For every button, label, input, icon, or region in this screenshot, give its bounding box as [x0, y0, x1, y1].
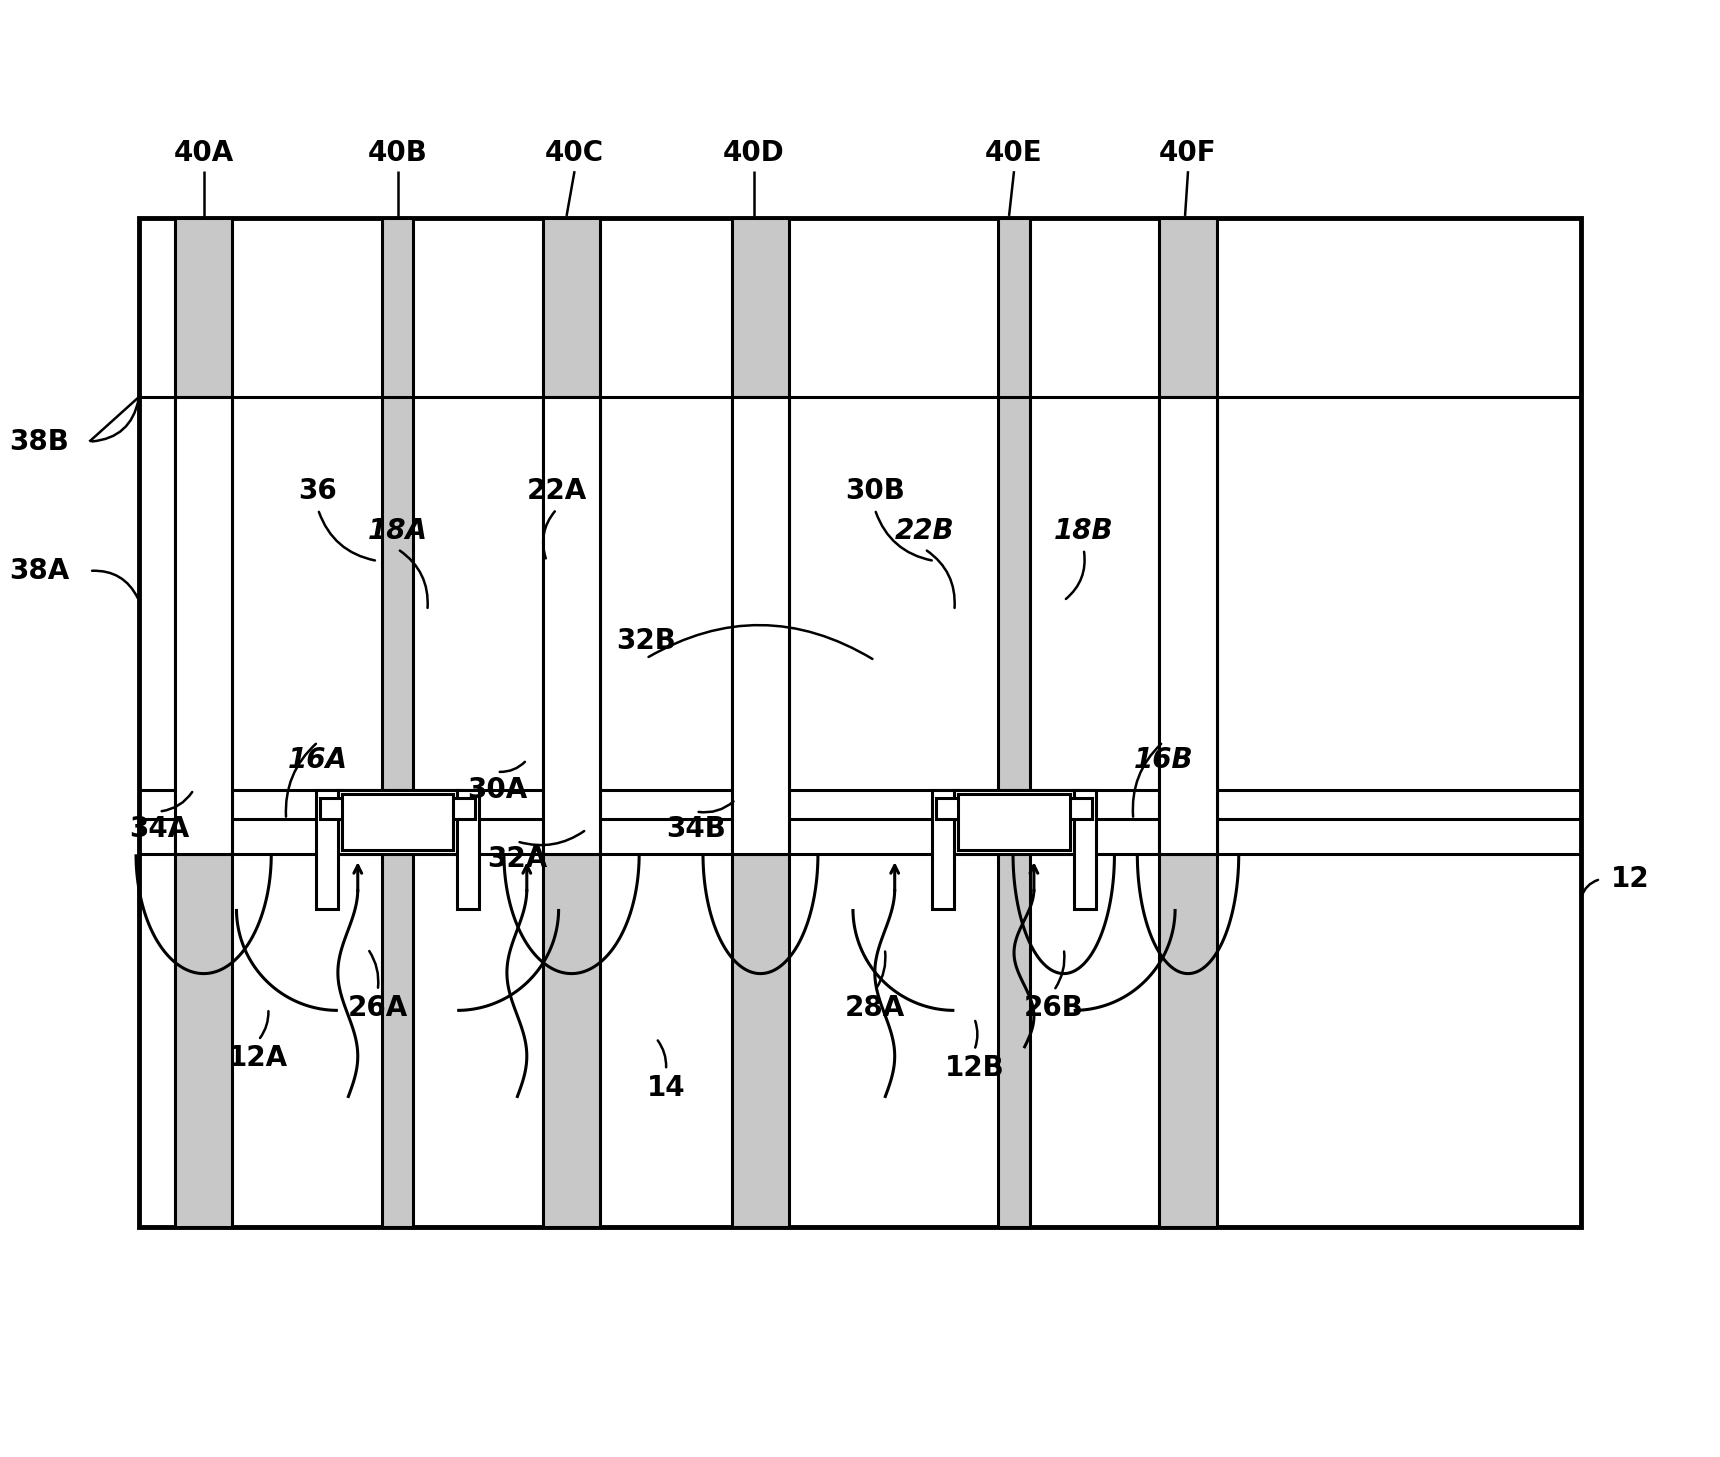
- Bar: [175, 219, 232, 1227]
- Bar: [936, 797, 1092, 819]
- Bar: [932, 790, 955, 909]
- Bar: [337, 790, 458, 854]
- Text: 16B: 16B: [1133, 746, 1194, 774]
- Text: 26A: 26A: [347, 995, 408, 1023]
- Text: 18B: 18B: [1054, 517, 1113, 545]
- Text: 34A: 34A: [129, 816, 189, 844]
- Bar: [139, 219, 1581, 1227]
- Bar: [1073, 790, 1096, 909]
- Text: 40E: 40E: [986, 140, 1042, 168]
- Bar: [1159, 396, 1216, 854]
- Text: 30B: 30B: [845, 478, 905, 506]
- Text: 40A: 40A: [174, 140, 234, 168]
- Text: 38B: 38B: [10, 428, 69, 456]
- Text: 40D: 40D: [722, 140, 784, 168]
- Bar: [731, 396, 789, 854]
- Text: 12: 12: [1610, 865, 1649, 893]
- Text: 30A: 30A: [466, 775, 526, 804]
- Bar: [955, 790, 1073, 854]
- Text: 16A: 16A: [287, 746, 347, 774]
- Bar: [316, 790, 337, 909]
- Text: 40B: 40B: [368, 140, 428, 168]
- Bar: [731, 219, 789, 1227]
- Text: 22B: 22B: [894, 517, 955, 545]
- Text: 32A: 32A: [487, 845, 547, 873]
- Bar: [458, 790, 480, 909]
- Bar: [320, 797, 475, 819]
- Text: 28A: 28A: [845, 995, 905, 1023]
- Text: 36: 36: [299, 478, 337, 506]
- Text: 18A: 18A: [368, 517, 428, 545]
- Bar: [544, 219, 600, 1227]
- Bar: [1159, 219, 1216, 1227]
- Bar: [382, 219, 413, 1227]
- Text: 14: 14: [647, 1074, 685, 1101]
- Text: 38A: 38A: [9, 557, 69, 584]
- Bar: [175, 396, 232, 854]
- Bar: [544, 396, 600, 854]
- Text: 22A: 22A: [526, 478, 587, 506]
- Text: 40C: 40C: [545, 140, 604, 168]
- Text: 40F: 40F: [1159, 140, 1216, 168]
- Bar: [998, 219, 1030, 1227]
- Bar: [958, 794, 1070, 851]
- Text: 26B: 26B: [1023, 995, 1084, 1023]
- Text: 12B: 12B: [944, 1053, 1004, 1083]
- Bar: [342, 794, 454, 851]
- Text: 12A: 12A: [229, 1045, 289, 1072]
- Text: 32B: 32B: [616, 627, 676, 654]
- Text: 34B: 34B: [666, 816, 726, 844]
